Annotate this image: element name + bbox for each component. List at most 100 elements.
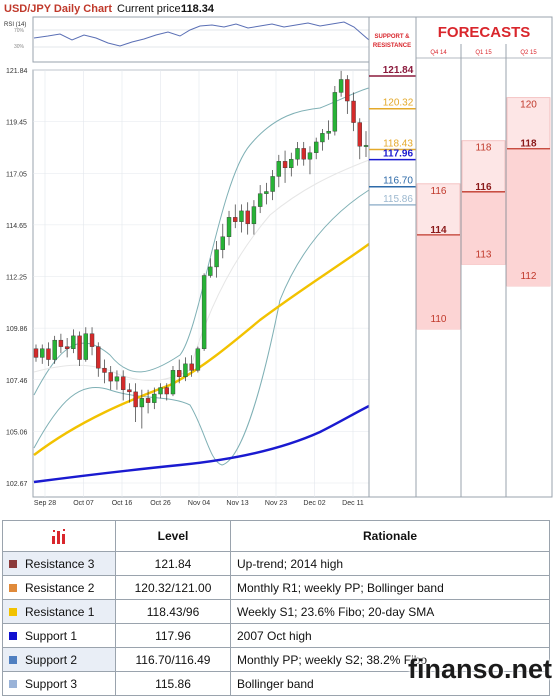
rsi-level-70: 70% [14, 28, 25, 34]
candle-body [33, 348, 39, 358]
row-rationale: Monthly PP; weekly S2; 38.2% Fibo [230, 647, 550, 672]
row-name: Resistance 2 [25, 580, 95, 595]
candle-body [313, 141, 319, 153]
candle-body [363, 145, 369, 147]
usdjpy-chart: USD/JPY Daily Chart Current price: 118.3… [4, 3, 553, 507]
x-tick-label: Oct 16 [112, 500, 133, 507]
candle-body [276, 161, 282, 177]
candle-body [170, 370, 176, 395]
candle-body [133, 391, 138, 408]
row-name: Support 3 [25, 676, 78, 691]
sr-level-value: 118.43 [383, 138, 413, 149]
row-name-cell: Support 2 [2, 647, 116, 672]
candle-body [40, 348, 45, 358]
x-tick-label: Dec 02 [303, 500, 325, 507]
x-tick-label: Nov 23 [265, 500, 287, 507]
sr-level-value: 120.32 [383, 98, 414, 109]
candle-body [77, 335, 82, 360]
forecast-high-value: 120 [520, 100, 537, 111]
rsi-level-30: 30% [14, 44, 25, 50]
forecast-col-label: Q4 14 [430, 50, 447, 56]
candle-body [326, 130, 331, 134]
candle-body [46, 348, 51, 360]
sma-100 [33, 404, 370, 484]
candles [33, 70, 369, 429]
row-level: 118.43/96 [115, 599, 231, 624]
candle-body [114, 376, 120, 382]
candle-body [214, 249, 219, 268]
row-name: Support 1 [25, 628, 78, 643]
sr-level-value: 121.84 [383, 65, 414, 76]
forecast-title: FORECASTS [438, 24, 531, 41]
y-tick-label: 117.05 [6, 171, 27, 178]
y-tick-label: 119.45 [6, 120, 27, 127]
sr-header-line2: RESISTANCE [373, 43, 411, 49]
candle-body [332, 92, 338, 132]
row-name-cell: Resistance 3 [2, 551, 116, 576]
row-rationale: 2007 Oct high [230, 623, 550, 648]
candle-body [108, 372, 113, 382]
candle-body [64, 346, 70, 349]
row-rationale: Monthly R1; weekly PP; Bollinger band [230, 575, 550, 600]
row-rationale: Up-trend; 2014 high [230, 551, 550, 576]
sr-level-value: 117.96 [383, 149, 413, 160]
forecast-low-value: 112 [521, 271, 537, 282]
candle-body [233, 217, 238, 222]
candle-body [96, 346, 101, 369]
level-color-swatch [9, 656, 17, 665]
row-name: Support 2 [25, 652, 78, 667]
candle-body [257, 193, 263, 207]
y-tick-label: 109.86 [6, 326, 28, 333]
candle-body [239, 210, 244, 222]
candle-body [83, 333, 89, 360]
level-color-swatch [9, 680, 17, 689]
forecast-mid-value: 118 [520, 139, 537, 150]
forecast-band-lower [507, 148, 550, 286]
row-level: 121.84 [115, 551, 231, 576]
y-tick-label: 114.65 [6, 223, 27, 230]
candle-body [264, 191, 269, 194]
row-name: Resistance 3 [25, 556, 95, 571]
candle-body [164, 387, 169, 395]
price-label: Current price: [117, 3, 184, 15]
candle-body [177, 370, 182, 377]
level-header: Level [115, 520, 231, 552]
chart-title: USD/JPY Daily Chart [4, 3, 112, 15]
level-color-swatch [9, 608, 17, 617]
level-color-swatch [9, 560, 17, 569]
rsi-line [33, 21, 370, 47]
candle-body [158, 387, 163, 395]
forecast-low-value: 113 [476, 249, 492, 260]
candle-body [127, 389, 132, 393]
row-name-cell: Support 1 [2, 623, 116, 648]
candle-body [245, 210, 250, 225]
x-tick-label: Nov 04 [188, 500, 210, 507]
y-tick-label: 107.46 [6, 378, 28, 385]
candle-body [351, 100, 356, 123]
x-axis: Sep 28 Oct 07 Oct 16 Oct 26 Nov 04 Nov 13 Nov … [34, 500, 364, 507]
forecast-col-label: Q2 15 [520, 50, 537, 56]
sr-level-value: 115.86 [383, 194, 413, 205]
y-tick-label: 112.25 [6, 275, 27, 282]
sr-header-line1: SUPPORT & [374, 34, 410, 40]
candle-body [120, 376, 126, 390]
candle-body [338, 79, 344, 93]
sr-level-value: 116.70 [383, 176, 413, 187]
x-tick-label: Oct 07 [73, 500, 94, 507]
table-row: Resistance 3 121.84 Up-trend; 2014 high [2, 551, 550, 576]
forecast-col-label: Q1 15 [475, 50, 492, 56]
candle-body [58, 339, 64, 347]
candle-body [152, 393, 157, 403]
candle-body [270, 176, 275, 192]
candle-body [320, 133, 325, 143]
row-rationale: Weekly S1; 23.6% Fibo; 20-day SMA [230, 599, 550, 624]
row-level: 115.86 [115, 671, 231, 696]
forecast-high-value: 116 [431, 186, 447, 197]
row-level: 120.32/121.00 [115, 575, 231, 600]
candle-body [282, 161, 288, 169]
forecast-mid-value: 114 [430, 225, 447, 236]
candle-body [189, 363, 194, 371]
row-rationale: Bollinger band [230, 671, 550, 696]
candle-body [345, 79, 350, 102]
